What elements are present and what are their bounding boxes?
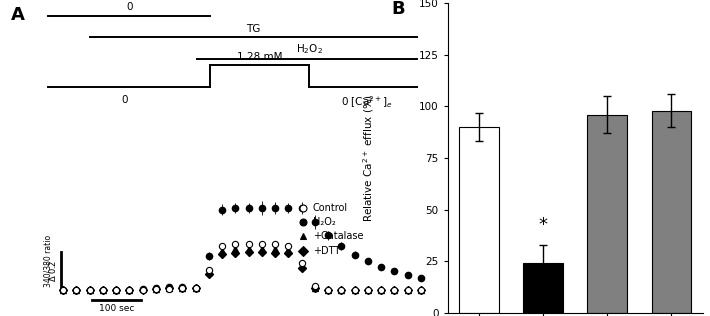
Text: $\Delta$ 0.2: $\Delta$ 0.2 bbox=[47, 259, 58, 282]
Text: +DTT: +DTT bbox=[313, 246, 340, 256]
Text: *: * bbox=[539, 216, 547, 234]
Text: 0: 0 bbox=[126, 3, 132, 12]
Text: 1.28 mM: 1.28 mM bbox=[236, 52, 282, 62]
Text: 100 sec: 100 sec bbox=[99, 304, 135, 313]
Text: H₂O₂: H₂O₂ bbox=[313, 217, 336, 227]
Text: Control: Control bbox=[313, 203, 348, 213]
Text: B: B bbox=[391, 0, 405, 18]
Bar bbox=[587, 115, 627, 313]
Text: +Catalase: +Catalase bbox=[313, 231, 364, 241]
Y-axis label: Relative Ca$^{2+}$ efflux (%): Relative Ca$^{2+}$ efflux (%) bbox=[361, 94, 376, 222]
Text: 0: 0 bbox=[121, 94, 129, 105]
Text: 0 [Ca$^{2+}$]$_e$: 0 [Ca$^{2+}$]$_e$ bbox=[341, 94, 393, 110]
Bar bbox=[652, 111, 692, 313]
Text: H$_2$O$_2$: H$_2$O$_2$ bbox=[295, 42, 322, 56]
Text: TG: TG bbox=[246, 24, 261, 34]
Bar bbox=[459, 127, 499, 313]
Text: A: A bbox=[11, 6, 25, 24]
Text: 340/380 ratio: 340/380 ratio bbox=[44, 235, 53, 288]
Bar bbox=[523, 263, 563, 313]
